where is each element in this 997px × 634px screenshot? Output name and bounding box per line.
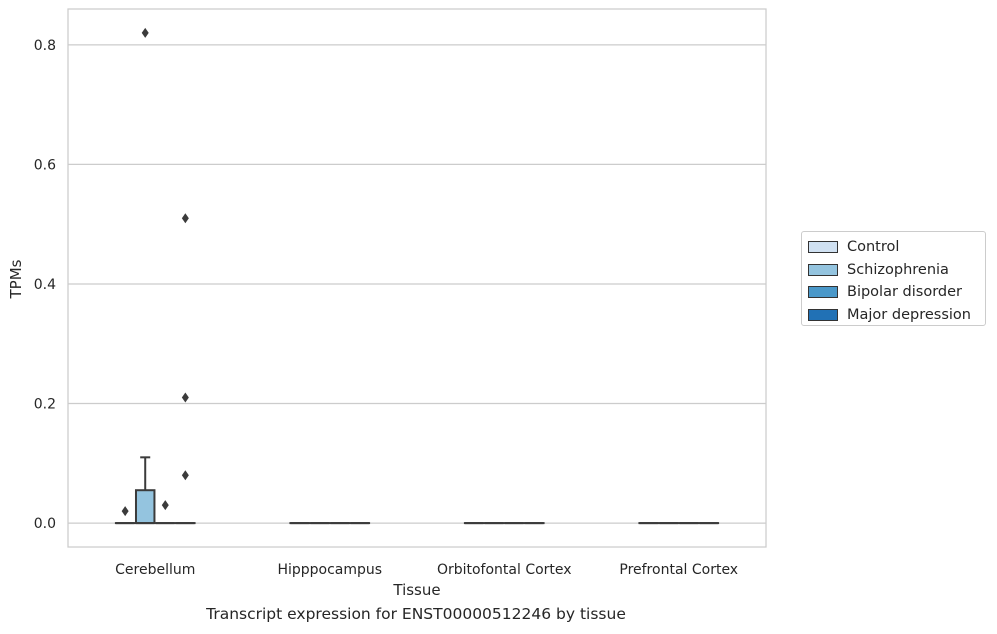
legend-swatch — [808, 241, 838, 254]
legend-swatch — [808, 286, 838, 299]
box-body — [134, 489, 156, 525]
x-tick-label: Cerebellum — [115, 562, 195, 578]
box-schizophrenia — [134, 456, 156, 525]
x-tick-label: Orbitofontal Cortex — [437, 562, 572, 578]
outlier-marker — [181, 470, 189, 481]
box-series — [114, 456, 720, 525]
x-tick-labels: Cerebellum Hipppocampus Orbitofontal Corte… — [115, 562, 738, 578]
outlier-marker — [181, 213, 189, 224]
y-tick-label: 0.0 — [34, 516, 56, 532]
legend-item: Schizophrenia — [808, 259, 985, 282]
legend-swatch — [808, 263, 838, 276]
chart-caption: Transcript expression for ENST0000051224… — [206, 605, 626, 623]
legend-item: Major depression — [808, 304, 985, 327]
plot-frame — [67, 8, 767, 548]
legend-item: Bipolar disorder — [808, 281, 985, 304]
gridlines — [68, 44, 766, 524]
y-tick-labels: 0.0 0.2 0.4 0.6 0.8 — [34, 38, 56, 532]
x-tick-label: Hipppocampus — [277, 562, 382, 578]
legend-label: Control — [847, 239, 900, 256]
y-tick-label: 0.8 — [34, 38, 56, 54]
x-axis-title: Tissue — [392, 581, 440, 599]
outlier-marker — [161, 500, 169, 511]
legend-label: Schizophrenia — [847, 261, 949, 278]
legend-label: Major depression — [847, 306, 971, 323]
outlier-marker — [181, 392, 189, 403]
y-tick-label: 0.2 — [34, 397, 56, 413]
legend-label: Bipolar disorder — [847, 284, 962, 301]
x-tick-label: Prefrontal Cortex — [619, 562, 738, 578]
outlier-marker — [121, 506, 129, 517]
legend: Control Schizophrenia Bipolar disorder Majo… — [801, 231, 986, 326]
outlier-points — [121, 27, 189, 517]
legend-swatch — [808, 308, 838, 321]
legend-item: Control — [808, 236, 985, 259]
y-tick-label: 0.4 — [34, 277, 56, 293]
y-axis-title: TPMs — [7, 259, 25, 299]
outlier-marker — [141, 27, 149, 38]
y-tick-label: 0.6 — [34, 157, 56, 173]
